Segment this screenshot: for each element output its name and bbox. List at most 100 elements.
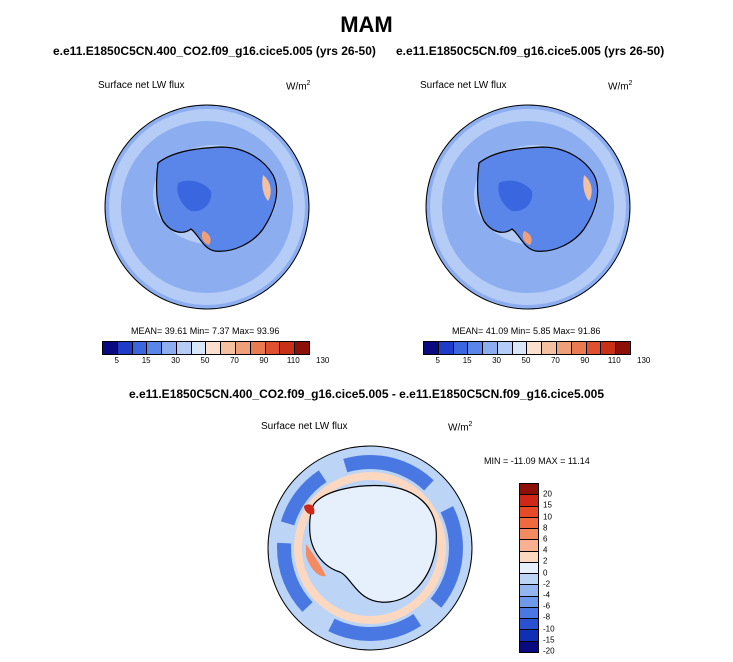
colorbar-swatch	[117, 342, 133, 354]
diff-variable-label: Surface net LW flux	[261, 421, 348, 432]
colorbar-swatch	[557, 342, 572, 354]
diff-colorbar	[519, 483, 539, 653]
colorbar-tick-label: 130	[316, 356, 330, 365]
colorbar-tick-label: -10	[543, 624, 555, 634]
colorbar-swatch	[542, 342, 558, 354]
diff-negative-ring	[277, 455, 463, 641]
colorbar-tick-label: 30	[171, 356, 181, 365]
colorbar-swatch	[280, 342, 296, 354]
panel-1-warm-patch-east	[262, 175, 271, 201]
colorbar-tick-label: 30	[492, 356, 502, 365]
panel-1-colorbar-labels: 5 15 30 50 70 90 110 130	[102, 356, 329, 368]
colorbar-swatch	[520, 585, 538, 597]
colorbar-swatch	[497, 342, 513, 354]
colorbar-tick-label: 5	[435, 356, 440, 365]
colorbar-swatch	[295, 342, 309, 354]
colorbar-tick-label: 6	[543, 534, 548, 544]
colorbar-tick-label: 2	[543, 556, 548, 566]
colorbar-swatch	[520, 574, 538, 586]
panel-2-run-title: e.e11.E1850C5CN.f09_g16.cice5.005 (yrs 2…	[396, 44, 665, 58]
colorbar-swatch	[520, 495, 538, 507]
panel-1-variable-label: Surface net LW flux	[98, 80, 185, 91]
colorbar-tick-label: 15	[462, 356, 472, 365]
figure-title: MAM	[340, 12, 393, 37]
colorbar-tick-label: -8	[543, 612, 551, 622]
colorbar-swatch	[483, 342, 498, 354]
colorbar-swatch	[520, 540, 538, 552]
colorbar-swatch	[586, 342, 602, 354]
colorbar-swatch	[520, 529, 538, 541]
panel-2-east-antarctica-core	[498, 180, 533, 212]
colorbar-swatch	[132, 342, 148, 354]
panel-1-colorbar	[102, 341, 310, 355]
panel-2-warm-patch-east	[583, 175, 592, 201]
panel-1-stats: MEAN= 39.61 Min= 7.37 Max= 93.96	[131, 326, 280, 336]
colorbar-swatch	[571, 342, 587, 354]
colorbar-swatch	[162, 342, 177, 354]
colorbar-tick-label: 50	[200, 356, 210, 365]
colorbar-tick-label: 4	[543, 545, 548, 555]
colorbar-tick-label: 20	[543, 489, 552, 499]
diff-stats: MIN = -11.09 MAX = 11.14	[484, 456, 590, 466]
diff-positive-ring	[294, 472, 446, 624]
colorbar-swatch	[520, 506, 538, 518]
colorbar-tick-label: -20	[543, 646, 555, 656]
colorbar-swatch	[265, 342, 281, 354]
panel-2-colorbar-labels: 5 15 30 50 70 90 110 130	[423, 356, 650, 368]
colorbar-tick-label: 90	[580, 356, 590, 365]
colorbar-tick-label: 50	[521, 356, 531, 365]
colorbar-tick-label: 110	[607, 356, 621, 365]
colorbar-tick-label: 10	[543, 512, 552, 522]
colorbar-swatch	[520, 619, 538, 631]
colorbar-swatch	[176, 342, 192, 354]
colorbar-tick-label: -2	[543, 579, 551, 589]
panel-1-outer-ring	[109, 109, 305, 305]
diff-units: W/m2	[448, 421, 473, 434]
colorbar-tick-label: 15	[543, 500, 552, 510]
colorbar-tick-label: 90	[259, 356, 269, 365]
colorbar-swatch	[527, 342, 543, 354]
colorbar-tick-label: 0	[543, 568, 548, 578]
panel-2-units: W/m2	[608, 80, 633, 93]
colorbar-swatch	[191, 342, 207, 354]
colorbar-tick-label: 70	[550, 356, 560, 365]
colorbar-tick-label: 130	[637, 356, 651, 365]
panel-2-variable-label: Surface net LW flux	[420, 80, 507, 91]
diff-run-title: e.e11.E1850C5CN.400_CO2.f09_g16.cice5.00…	[128, 387, 604, 401]
colorbar-swatch	[206, 342, 222, 354]
colorbar-swatch	[601, 342, 617, 354]
colorbar-swatch	[103, 342, 118, 354]
panel-2-stats: MEAN= 41.09 Min= 5.85 Max= 91.86	[452, 326, 601, 336]
colorbar-swatch	[250, 342, 266, 354]
colorbar-swatch	[616, 342, 630, 354]
colorbar-swatch	[468, 342, 484, 354]
colorbar-swatch	[147, 342, 163, 354]
colorbar-tick-label: 70	[229, 356, 239, 365]
colorbar-swatch	[520, 517, 538, 530]
colorbar-swatch	[453, 342, 469, 354]
colorbar-tick-label: 5	[114, 356, 119, 365]
colorbar-swatch	[520, 484, 538, 496]
diff-warm-anomaly-weddell	[304, 504, 315, 515]
colorbar-swatch	[520, 596, 538, 608]
panel-1-polar-map	[104, 104, 310, 310]
colorbar-tick-label: -15	[543, 635, 555, 645]
panel-1-run-title: e.e11.E1850C5CN.400_CO2.f09_g16.cice5.00…	[53, 44, 376, 58]
colorbar-swatch	[221, 342, 237, 354]
colorbar-swatch	[520, 551, 538, 563]
panel-2-outer-ring	[430, 109, 626, 305]
colorbar-tick-label: 15	[141, 356, 151, 365]
panel-2-polar-map	[425, 104, 631, 310]
diff-warm-anomaly-peninsula	[306, 544, 326, 577]
panel-2-antarctica	[477, 146, 599, 252]
panel-1-east-antarctica-core	[177, 180, 212, 212]
colorbar-tick-label: -4	[543, 590, 551, 600]
panel-1-antarctica	[156, 146, 278, 252]
panel-2-warm-patch-peninsula	[522, 231, 532, 245]
colorbar-swatch	[520, 607, 538, 620]
colorbar-tick-label: -6	[543, 601, 551, 611]
colorbar-swatch	[520, 562, 538, 575]
colorbar-swatch	[520, 641, 538, 652]
colorbar-tick-label: 110	[286, 356, 300, 365]
panel-1-units: W/m2	[286, 80, 311, 93]
